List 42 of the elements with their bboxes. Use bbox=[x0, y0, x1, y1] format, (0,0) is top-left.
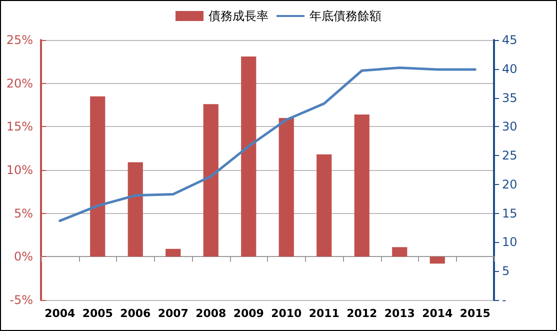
x-tick-label: 2009 bbox=[233, 307, 264, 320]
y2-tick-label: 10 bbox=[502, 235, 518, 250]
y-tick-label: 15% bbox=[6, 120, 33, 134]
y2-tick-label: 5 bbox=[502, 264, 510, 278]
y2-tick-label: 40 bbox=[502, 62, 518, 76]
x-tick-label: 2014 bbox=[422, 307, 454, 320]
bar bbox=[316, 154, 332, 257]
line-series bbox=[58, 66, 476, 222]
x-tick-label: 2015 bbox=[460, 307, 490, 320]
bar bbox=[354, 114, 370, 257]
y-tick-label: 20% bbox=[6, 76, 33, 90]
bar bbox=[392, 247, 408, 257]
legend-label: 年底債務餘額 bbox=[310, 9, 382, 23]
y-tick-label: 0% bbox=[14, 250, 33, 264]
x-tick-label: 2007 bbox=[158, 307, 188, 320]
bar bbox=[128, 162, 143, 257]
bar bbox=[278, 118, 294, 257]
y2-tick-label: 20 bbox=[502, 177, 518, 192]
y-tick-label: 10% bbox=[6, 163, 33, 177]
y2-tick-label: 30 bbox=[502, 120, 518, 134]
x-tick-label: 2006 bbox=[120, 307, 152, 320]
y-tick-label: 25% bbox=[6, 33, 33, 47]
y-tick-label: 5% bbox=[14, 206, 33, 220]
bar bbox=[166, 248, 181, 257]
y2-tick-label: 15 bbox=[502, 206, 518, 220]
y2-tick-label: - bbox=[502, 293, 506, 307]
bar bbox=[430, 256, 445, 264]
bar bbox=[241, 56, 256, 257]
y2-tick-label: 25 bbox=[502, 148, 518, 163]
x-tick-label: 2010 bbox=[271, 307, 302, 320]
x-tick-label: 2005 bbox=[82, 307, 113, 320]
x-tick-label: 2013 bbox=[384, 307, 415, 320]
bar bbox=[203, 104, 218, 257]
x-tick-label: 2004 bbox=[44, 307, 76, 320]
y2-tick-label: 45 bbox=[502, 33, 518, 47]
x-tick-label: 2008 bbox=[196, 307, 226, 320]
y2-tick-label: 35 bbox=[502, 90, 518, 105]
x-tick-label: 2012 bbox=[346, 307, 378, 320]
bar bbox=[90, 96, 106, 257]
x-tick-label: 2011 bbox=[308, 307, 340, 320]
y-tick-label: -5% bbox=[10, 293, 33, 307]
legend-label: 債務成長率 bbox=[208, 9, 268, 23]
